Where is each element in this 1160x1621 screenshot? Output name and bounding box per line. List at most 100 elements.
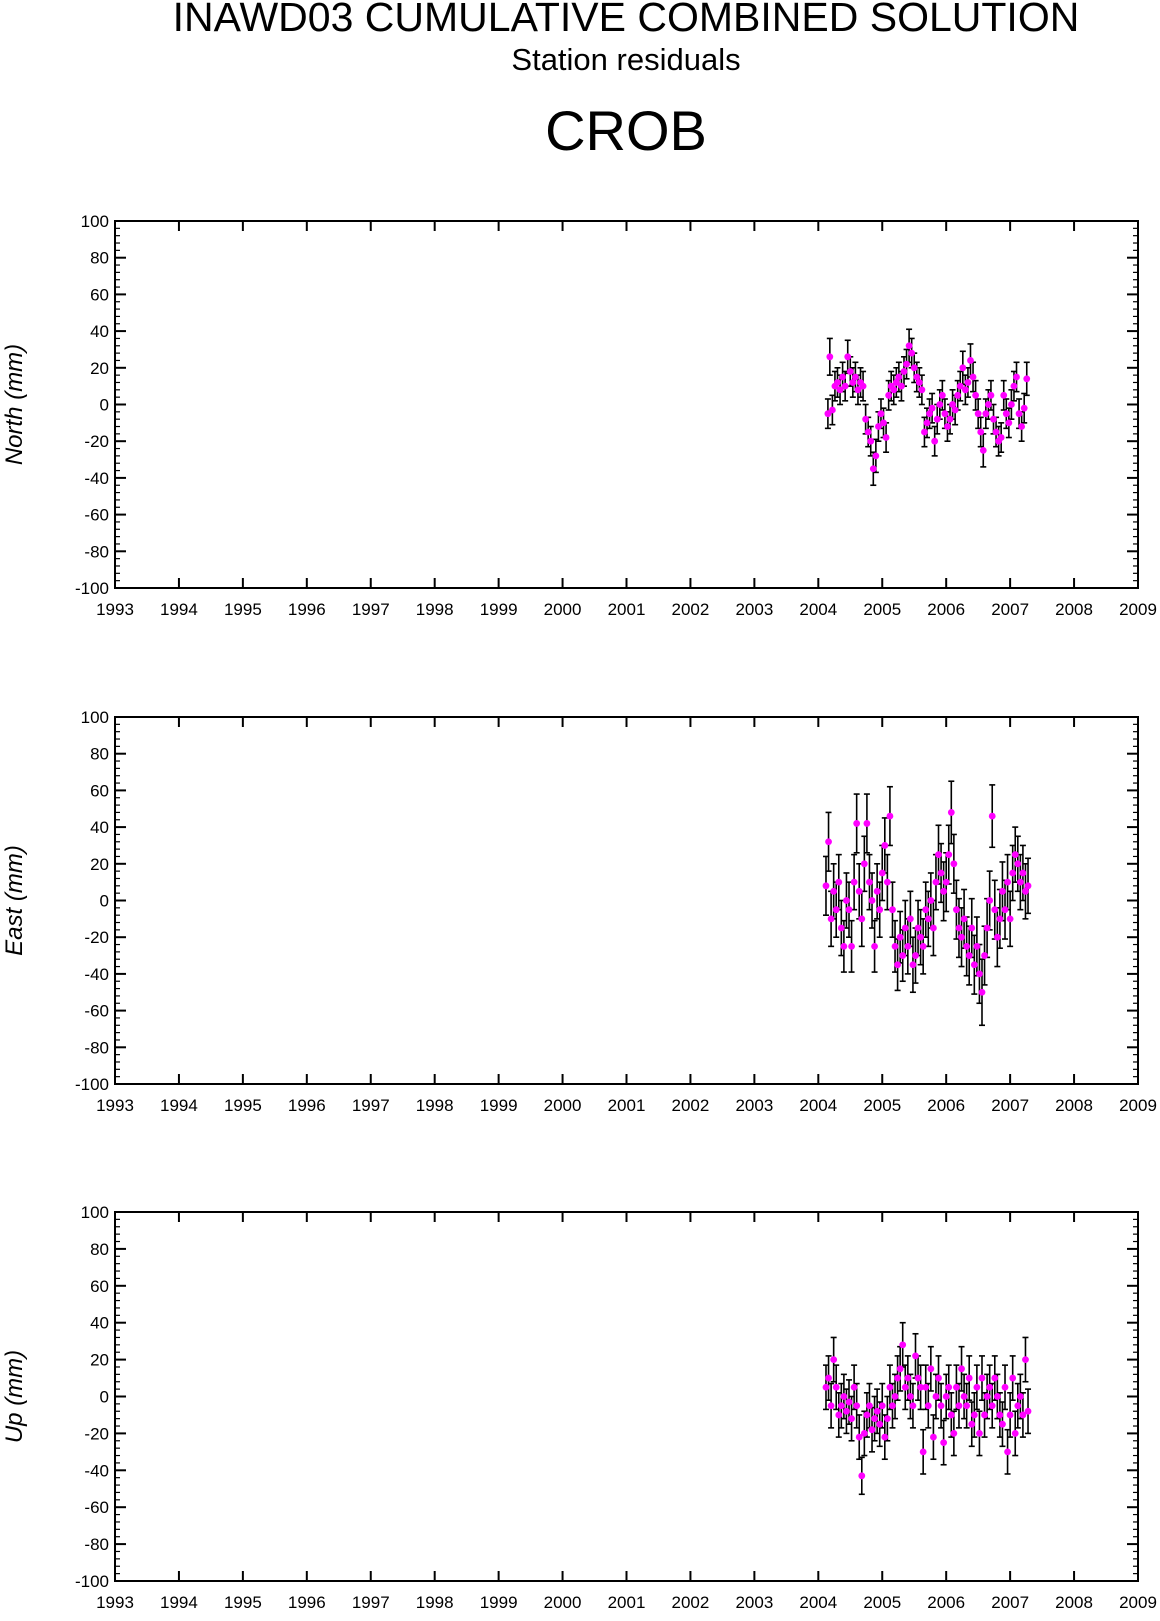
- data-point: [840, 942, 848, 950]
- data-point: [896, 933, 904, 941]
- data-point: [979, 446, 987, 454]
- data-point: [942, 1393, 950, 1400]
- x-tick-label: 2003: [735, 1593, 773, 1612]
- data-point: [889, 1402, 896, 1410]
- data-point: [988, 812, 996, 820]
- y-tick-label: -60: [84, 1002, 109, 1021]
- data-point: [991, 1374, 999, 1382]
- panel-up: 1993 1994 1995 1996 1997 1998 1999 2000 2001 2002…: [1, 1203, 1157, 1612]
- data-point: [848, 1415, 855, 1423]
- data-point: [988, 1402, 996, 1410]
- data-point: [891, 942, 899, 950]
- data-point: [915, 379, 923, 386]
- data-point: [855, 1433, 863, 1441]
- data-point: [835, 1411, 843, 1419]
- x-tick-label: 2000: [544, 600, 582, 619]
- data-point: [926, 410, 933, 418]
- y-axis-label: East (mm): [1, 845, 28, 956]
- x-tick-label: 1996: [288, 600, 326, 619]
- data-point: [855, 887, 863, 895]
- data-point: [945, 851, 953, 859]
- y-tick-label: 0: [100, 892, 109, 911]
- data-point: [970, 961, 978, 969]
- x-tick-label: 1994: [160, 600, 198, 619]
- data-point: [854, 386, 862, 394]
- data-point: [950, 860, 958, 868]
- data-point: [1024, 882, 1032, 890]
- data-point: [936, 401, 944, 408]
- data-point: [822, 1383, 830, 1391]
- data-point: [1009, 869, 1017, 877]
- data-point: [830, 887, 838, 895]
- data-point: [846, 368, 854, 375]
- data-point: [850, 878, 858, 886]
- data-point: [956, 382, 964, 390]
- data-point: [1009, 1374, 1017, 1382]
- data-point: [946, 415, 954, 423]
- data-point: [873, 1407, 881, 1415]
- data-point: [922, 1383, 930, 1391]
- data-point: [1002, 410, 1010, 418]
- x-tick-label: 2008: [1055, 600, 1093, 619]
- data-point: [990, 415, 997, 423]
- data-point: [1001, 906, 1009, 914]
- x-tick-label: 2000: [544, 1593, 582, 1612]
- data-point: [919, 942, 927, 950]
- data-point: [918, 386, 926, 394]
- data-point: [822, 882, 830, 890]
- x-tick-label: 2004: [799, 600, 837, 619]
- data-point: [843, 897, 850, 904]
- data-point: [899, 952, 907, 959]
- x-tick-label: 2007: [991, 1096, 1029, 1115]
- data-point: [909, 1402, 917, 1410]
- data-point: [935, 851, 942, 859]
- data-point: [889, 906, 896, 914]
- data-point: [947, 1411, 955, 1419]
- data-point: [1019, 869, 1027, 877]
- data-point: [866, 1402, 873, 1410]
- data-point: [932, 1393, 940, 1400]
- data-point: [869, 465, 877, 473]
- x-tick-label: 2009: [1119, 600, 1157, 619]
- data-point: [913, 373, 921, 381]
- data-point: [960, 1393, 968, 1400]
- data-point: [901, 924, 909, 932]
- x-tick-label: 2001: [608, 1096, 646, 1115]
- x-tick-label: 1996: [288, 1593, 326, 1612]
- data-point: [883, 878, 891, 886]
- data-point: [935, 1374, 942, 1382]
- y-tick-label: 80: [90, 1240, 109, 1259]
- data-point: [1006, 1411, 1014, 1419]
- x-tick-label: 2006: [927, 1593, 965, 1612]
- data-point: [828, 406, 836, 414]
- data-point: [882, 434, 890, 441]
- plot-frame: [114, 716, 1139, 1085]
- data-point: [950, 1430, 958, 1437]
- data-point: [1005, 419, 1013, 427]
- data-point: [963, 1402, 971, 1410]
- data-point: [840, 1393, 848, 1400]
- chart-subtitle: Station residuals: [511, 42, 741, 77]
- x-tick-label: 2001: [608, 1593, 646, 1612]
- data-point: [1019, 1411, 1027, 1419]
- y-tick-label: 60: [90, 1277, 109, 1296]
- y-tick-label: -60: [84, 506, 109, 525]
- data-point: [1011, 1430, 1019, 1437]
- data-point: [914, 1374, 922, 1382]
- data-point: [919, 1448, 927, 1456]
- data-point: [996, 915, 1004, 923]
- data-point: [944, 423, 951, 430]
- data-point: [968, 1420, 976, 1428]
- data-point: [941, 410, 949, 418]
- data-point: [876, 906, 884, 914]
- data-point: [974, 410, 982, 418]
- data-point: [1014, 1402, 1022, 1410]
- data-point: [963, 942, 971, 950]
- data-point: [924, 915, 932, 923]
- x-tick-label: 1998: [416, 600, 454, 619]
- data-point: [868, 897, 876, 904]
- data-point: [827, 1402, 835, 1410]
- y-tick-label: 20: [90, 855, 109, 874]
- data-point: [880, 419, 887, 427]
